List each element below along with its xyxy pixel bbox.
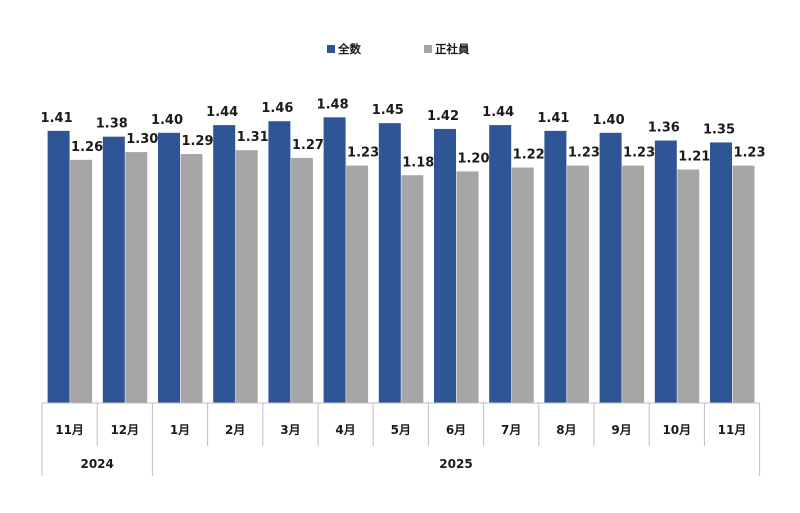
value-label: 1.22	[513, 148, 545, 163]
year-label: 2025	[439, 457, 472, 471]
bar-zensu	[102, 136, 125, 403]
value-labels: 1.41 1.26 1.381.30 1.40 1.29 1.44 1.31 1.46 1.27…	[41, 97, 766, 170]
x-tick-label: 11月	[55, 423, 84, 437]
value-label: 1.35	[703, 122, 735, 137]
bars	[47, 117, 755, 404]
bar-seishain	[70, 159, 93, 403]
bar-zensu	[213, 125, 236, 403]
year-label: 2024	[80, 457, 113, 471]
value-label: 1.23	[623, 146, 655, 161]
bar-seishain	[290, 157, 313, 403]
value-label: 1.18	[402, 155, 434, 170]
x-tick-label: 4月	[335, 423, 355, 437]
value-label: 1.44	[206, 105, 238, 120]
bar-seishain	[732, 165, 755, 403]
x-axis: 11月 12月 1月 2月 3月 4月 5月 6月 7月 8月 9月 10月 11月 2024 2025	[41, 402, 761, 476]
bar-zensu	[710, 142, 732, 403]
legend: 全数 正社員	[327, 42, 470, 56]
x-tick-label: 7月	[501, 423, 521, 437]
value-label: 1.29	[181, 134, 213, 149]
value-label: 1.23	[568, 146, 600, 161]
bar-seishain	[677, 169, 700, 403]
value-label: 1.26	[71, 140, 103, 155]
bar-zensu	[654, 140, 677, 403]
value-label: 1.23	[733, 146, 765, 161]
x-tick-label: 3月	[280, 423, 300, 437]
x-tick-label: 10月	[662, 423, 691, 437]
bar-zensu	[544, 130, 567, 403]
bar-seishain	[235, 150, 258, 403]
x-tick-label: 5月	[391, 423, 411, 437]
bar-seishain	[180, 154, 203, 403]
legend-label: 正社員	[435, 42, 470, 56]
value-label: 1.44	[482, 105, 514, 120]
x-tick-label: 12月	[110, 423, 139, 437]
bar-zensu	[268, 121, 291, 403]
bar-seishain	[456, 171, 479, 403]
bar-zensu	[434, 128, 456, 403]
value-label: 1.41	[537, 111, 569, 126]
x-tick-label: 1月	[170, 423, 190, 437]
bar-seishain	[511, 167, 534, 403]
x-tick-label: 11月	[718, 423, 747, 437]
value-label: 1.27	[292, 138, 324, 153]
x-tick-label: 2月	[225, 423, 245, 437]
legend-swatch	[327, 45, 335, 53]
bar-seishain	[566, 165, 589, 403]
bar-zensu	[323, 117, 346, 404]
bar-seishain	[346, 165, 369, 403]
bar-seishain	[125, 152, 148, 403]
value-label: 1.38	[96, 117, 128, 132]
bar-zensu	[47, 130, 70, 403]
value-label: 1.23	[347, 146, 379, 161]
legend-swatch	[424, 45, 432, 53]
value-label: 1.30	[126, 132, 158, 147]
value-label: 1.48	[317, 97, 349, 112]
bar-zensu	[378, 123, 401, 404]
bar-zensu	[599, 132, 622, 404]
value-label: 1.20	[457, 151, 489, 166]
value-label: 1.40	[151, 113, 183, 128]
bar-seishain	[401, 175, 424, 403]
bar-seishain	[622, 165, 645, 403]
value-label: 1.21	[678, 149, 710, 164]
value-label: 1.42	[427, 109, 459, 124]
x-tick-label: 8月	[556, 423, 576, 437]
legend-label: 全数	[337, 42, 361, 56]
value-label: 1.36	[648, 121, 680, 136]
value-label: 1.31	[237, 130, 269, 145]
value-label: 1.46	[261, 101, 293, 116]
bar-zensu	[158, 132, 180, 404]
value-label: 1.45	[372, 103, 404, 118]
value-label: 1.41	[41, 111, 73, 126]
bar-zensu	[489, 125, 512, 403]
x-tick-label: 9月	[611, 423, 631, 437]
x-tick-label: 6月	[446, 423, 466, 437]
value-label: 1.40	[593, 113, 625, 128]
